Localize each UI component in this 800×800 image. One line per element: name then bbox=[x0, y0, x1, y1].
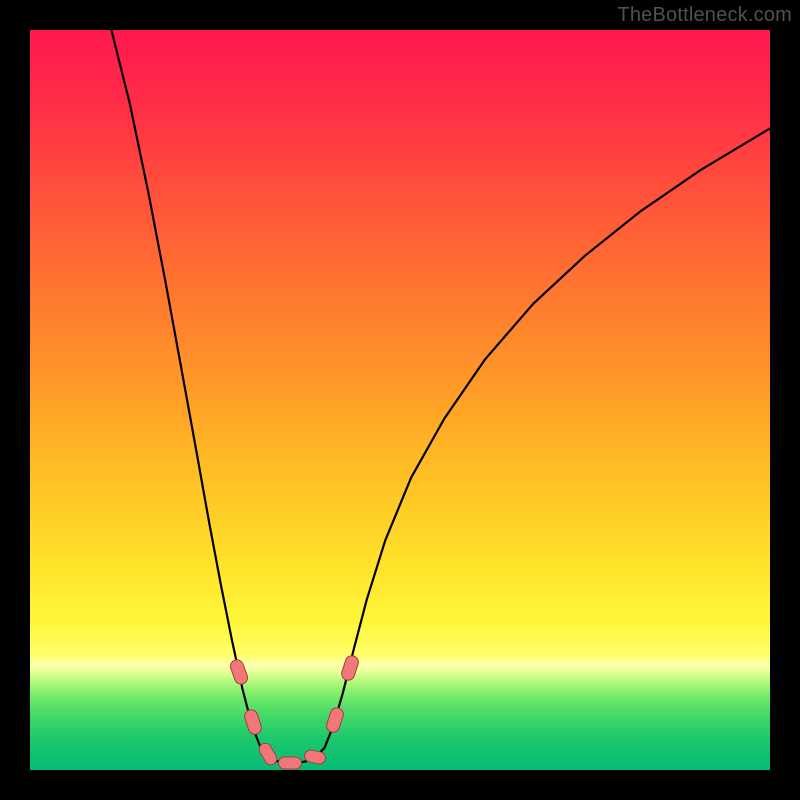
chart-canvas: TheBottleneck.com bbox=[0, 0, 800, 800]
watermark-text: TheBottleneck.com bbox=[617, 4, 792, 27]
curve-layer bbox=[30, 30, 770, 770]
bottleneck-curve bbox=[111, 30, 770, 763]
curve-marker bbox=[278, 756, 302, 769]
plot-area bbox=[30, 30, 770, 770]
